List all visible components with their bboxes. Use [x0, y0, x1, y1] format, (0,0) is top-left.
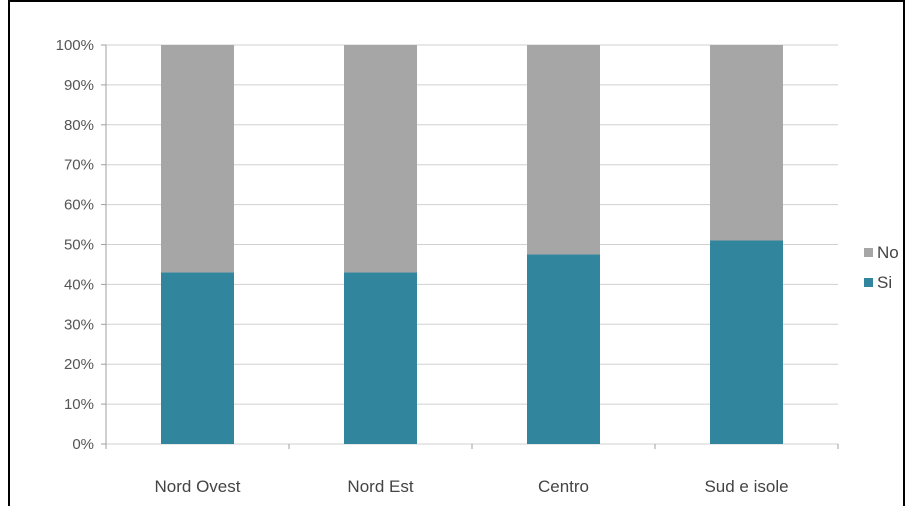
- legend-swatch-si: [864, 278, 873, 287]
- y-tick-label: 50%: [64, 237, 94, 254]
- x-axis-labels: Nord Ovest Nord Est Centro Sud e isole: [155, 477, 789, 496]
- bar-no: [527, 45, 600, 255]
- bar-si: [161, 272, 234, 444]
- y-tick-label: 40%: [64, 276, 94, 293]
- y-tick-label: 70%: [64, 157, 94, 174]
- bar-no: [710, 45, 783, 241]
- y-tick-label: 80%: [64, 117, 94, 134]
- legend-label-no: No: [877, 243, 899, 262]
- bar-si: [527, 254, 600, 444]
- x-category-label: Nord Ovest: [155, 477, 241, 496]
- legend-swatch-no: [864, 248, 873, 257]
- bar-no: [161, 45, 234, 273]
- y-tick-label: 90%: [64, 77, 94, 94]
- y-tick-label: 0%: [72, 436, 94, 453]
- y-axis-ticks: 0% 10% 20% 30% 40% 50% 60% 70% 80% 90% 100%: [56, 37, 94, 453]
- legend: No Si: [864, 243, 899, 292]
- y-tick-label: 10%: [64, 396, 94, 413]
- bar-si: [344, 272, 417, 444]
- y-tick-label: 100%: [56, 37, 94, 54]
- y-tick-label: 60%: [64, 197, 94, 214]
- x-category-label: Centro: [538, 477, 589, 496]
- x-category-label: Sud e isole: [704, 477, 788, 496]
- bar-si: [710, 240, 783, 444]
- bar-no: [344, 45, 417, 273]
- y-tick-label: 30%: [64, 316, 94, 333]
- x-category-label: Nord Est: [347, 477, 413, 496]
- legend-label-si: Si: [877, 273, 892, 292]
- y-tick-label: 20%: [64, 356, 94, 373]
- bars: [161, 45, 783, 444]
